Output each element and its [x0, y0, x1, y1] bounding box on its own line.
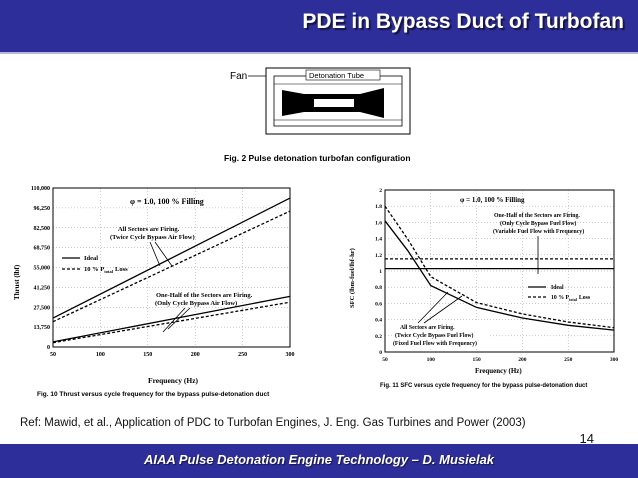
- turbofan-schematic: Fan Detonation Tube Fig. 2 Pulse detonat…: [224, 67, 411, 163]
- reference-text: Ref: Mawid, et al., Application of PDC t…: [20, 417, 526, 429]
- footer-text: AIAA Pulse Detonation Engine Technology …: [143, 452, 495, 467]
- engine-core-nozzle: [360, 88, 384, 118]
- sfc-xtick-label: 300: [610, 357, 619, 363]
- tube-label: Detonation Tube: [309, 71, 364, 80]
- thrust-annot-1b: (Twice Cycle Bypass Air Flow): [110, 234, 195, 241]
- page-number: 14: [579, 431, 594, 446]
- sfc-legend-ideal: Ideal: [551, 285, 564, 291]
- sfc-xtick-label: 50: [382, 357, 388, 363]
- engine-core-intake: [282, 90, 304, 116]
- sfc-xtick-label: 100: [427, 357, 436, 363]
- sfc-caption: Fig. 11 SFC versus cycle frequency for t…: [380, 383, 587, 389]
- sfc-ytick-label: 0: [379, 350, 382, 356]
- sfc-series-loss-3: [384, 205, 615, 329]
- sfc-ylabel: SFC (lbm-fuel/lbf-hr): [349, 248, 356, 308]
- tube-label-box: [305, 69, 381, 81]
- thrust-ytick-label: 55,000: [34, 266, 51, 272]
- thrust-ytick-label: 27,500: [34, 305, 51, 311]
- thrust-ytick-label: 41,250: [34, 285, 51, 291]
- sfc-xtick-label: 200: [518, 357, 527, 363]
- thrust-annot-2a: One-Half of the Sectors are Firing.: [156, 292, 253, 299]
- sfc-xlabel: Frequency (Hz): [475, 367, 522, 375]
- thrust-ytick-label: 68,750: [34, 246, 51, 252]
- sfc-arrow-2a: [417, 291, 449, 324]
- thrust-condition: φ = 1.0, 100 % Filling: [130, 197, 204, 206]
- sfc-ytick-label: 1.6: [375, 220, 382, 226]
- thrust-ytick-label: 96,250: [34, 206, 51, 212]
- thrust-arrow-2b: [167, 307, 191, 330]
- thrust-legend-loss: 10 % Ptotal Loss: [84, 266, 128, 274]
- thrust-legend-ideal: Ideal: [84, 255, 98, 262]
- sfc-ytick-label: 0.2: [375, 334, 382, 340]
- outer-casing: [265, 67, 411, 135]
- thrust-series-ideal-0: [52, 197, 291, 319]
- thrust-chart: 50 100 150 200 250 300 0 13,750 27,500 41,250 55,0…: [13, 186, 295, 398]
- sfc-arrow-2b: [423, 295, 463, 324]
- sfc-ytick-label: 2: [379, 188, 382, 194]
- footer-bar: AIAA Pulse Detonation Engine Technology …: [0, 444, 638, 478]
- thrust-arrow-2a: [162, 307, 186, 333]
- thrust-xtick-label: 200: [191, 352, 200, 358]
- sfc-annot-2a: All Sectors are Firing.: [400, 325, 455, 331]
- sfc-ytick-label: 1.4: [375, 237, 382, 243]
- thrust-xtick-label: 100: [96, 352, 105, 358]
- slide-title: PDE in Bypass Duct of Turbofan: [302, 10, 624, 33]
- sfc-xtick-label: 250: [564, 357, 573, 363]
- sfc-annot-1a: One-Half of the Sectors are Firing.: [494, 213, 580, 219]
- thrust-xtick-label: 300: [286, 352, 295, 358]
- thrust-ytick-label: 110,000: [31, 186, 50, 192]
- sfc-annot-2b: (Twice Cycle Bypass Fuel Flow): [395, 332, 474, 339]
- title-bar: PDE in Bypass Duct of Turbofan: [0, 0, 638, 54]
- fig2-caption: Fig. 2 Pulse detonation turbofan configu…: [224, 153, 411, 163]
- sfc-plot-frame: [384, 189, 615, 353]
- thrust-annot-2b: (Only Cycle Bypass Air Flow): [155, 300, 237, 307]
- thrust-xtick-label: 50: [50, 352, 56, 358]
- sfc-series-ideal-2: [384, 220, 615, 331]
- sfc-annot-2c: (Fixed Fuel Flow with Frequency): [393, 340, 477, 347]
- thrust-series-ideal-2: [52, 295, 291, 343]
- sfc-ytick-label: 0.8: [375, 285, 382, 291]
- sfc-chart: 50 100 150 200 250 300 0 0.2 0.4 0.6 0.8 1 1.2 1.4 1.6…: [349, 188, 619, 389]
- thrust-caption: Fig. 10 Thrust versus cycle frequency fo…: [37, 391, 270, 398]
- sfc-annot-1b: (Only Cycle Bypass Fuel Flow): [500, 220, 576, 227]
- thrust-xtick-label: 150: [143, 352, 152, 358]
- sfc-ytick-label: 0.6: [375, 301, 382, 307]
- thrust-annot-1a: All Sectors are Firing.: [118, 226, 180, 233]
- sfc-annot-bg: [392, 322, 488, 348]
- sfc-ytick-label: 1.8: [375, 204, 382, 210]
- sfc-ytick-label: 1: [379, 269, 382, 275]
- thrust-ylabel: Thrust (lbf): [13, 264, 21, 300]
- thrust-ytick-label: 13,750: [34, 325, 51, 331]
- thrust-ytick-label: 82,500: [34, 226, 51, 232]
- sfc-xtick-label: 150: [472, 357, 481, 363]
- fan-label: Fan: [230, 71, 247, 82]
- thrust-arrow-1b: [154, 241, 173, 267]
- thrust-series-loss-1: [52, 210, 291, 323]
- thrust-xtick-label: 250: [238, 352, 247, 358]
- thrust-plot-frame: [52, 187, 291, 348]
- sfc-ytick-label: 1.2: [375, 253, 382, 259]
- thrust-ytick-label: 0: [47, 345, 50, 351]
- thrust-xlabel: Frequency (Hz): [148, 376, 199, 385]
- sfc-condition: φ = 1.0, 100 % Filling: [460, 196, 525, 204]
- engine-core-gap: [314, 99, 354, 107]
- sfc-annot-1c: (Variable Fuel Flow with Frequency): [493, 228, 584, 235]
- sfc-legend-loss: 10 % Ptotal Loss: [551, 295, 591, 302]
- thrust-arrow-1a: [149, 241, 161, 267]
- sfc-ytick-label: 0.4: [375, 318, 382, 324]
